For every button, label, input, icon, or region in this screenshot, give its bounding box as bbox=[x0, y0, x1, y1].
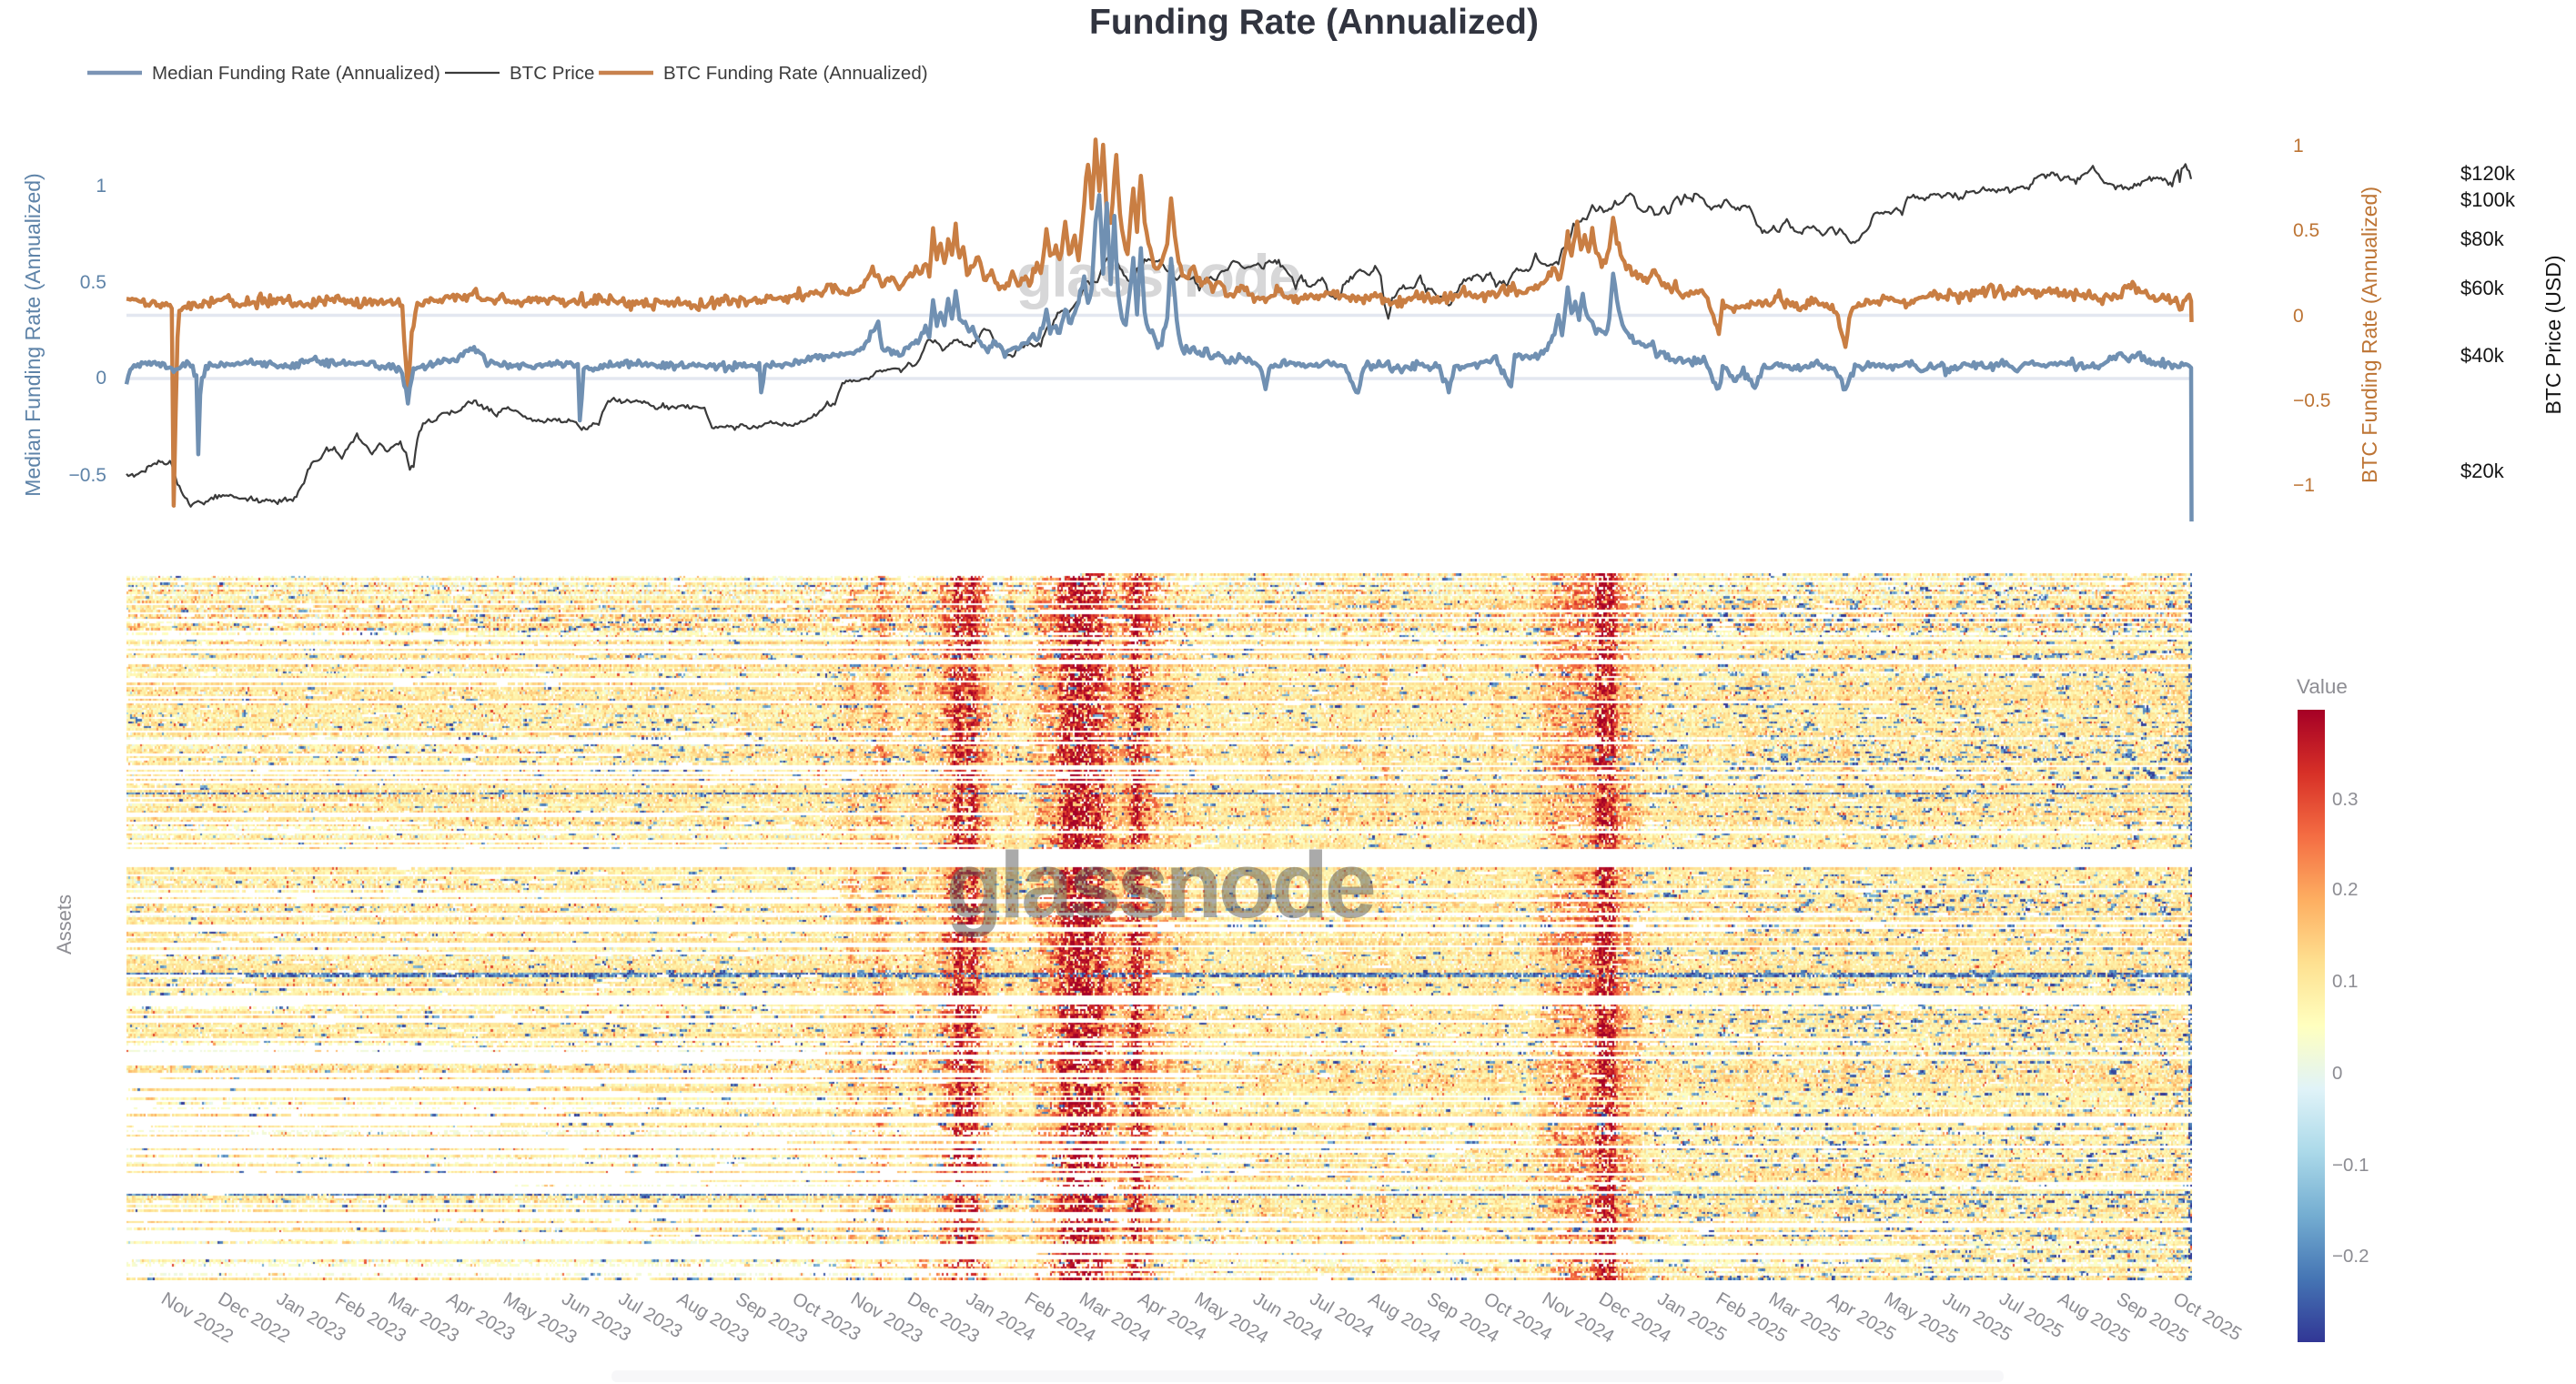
svg-text:$80k: $80k bbox=[2460, 227, 2505, 250]
svg-text:$120k: $120k bbox=[2460, 162, 2516, 185]
svg-text:$60k: $60k bbox=[2460, 277, 2505, 299]
svg-text:0.5: 0.5 bbox=[2293, 220, 2319, 241]
svg-text:1: 1 bbox=[96, 176, 106, 197]
svg-text:BTC Funding Rate (Annualized): BTC Funding Rate (Annualized) bbox=[2358, 187, 2381, 483]
svg-text:$40k: $40k bbox=[2460, 344, 2505, 367]
svg-text:−1: −1 bbox=[2293, 475, 2315, 496]
svg-text:BTC Price (USD): BTC Price (USD) bbox=[2541, 255, 2565, 414]
svg-text:1: 1 bbox=[2293, 136, 2304, 157]
svg-text:Assets: Assets bbox=[53, 894, 76, 955]
svg-text:0.2: 0.2 bbox=[2332, 879, 2359, 900]
svg-text:Value: Value bbox=[2297, 675, 2348, 698]
svg-text:Funding Rate (Annualized): Funding Rate (Annualized) bbox=[1089, 3, 1539, 42]
svg-text:0.1: 0.1 bbox=[2332, 971, 2359, 992]
svg-text:$20k: $20k bbox=[2460, 460, 2505, 482]
svg-text:0: 0 bbox=[96, 368, 106, 389]
svg-text:−0.1: −0.1 bbox=[2332, 1155, 2369, 1176]
svg-text:0.5: 0.5 bbox=[80, 272, 106, 293]
svg-text:BTC Funding Rate (Annualized): BTC Funding Rate (Annualized) bbox=[663, 63, 928, 84]
svg-text:$100k: $100k bbox=[2460, 188, 2516, 211]
svg-text:Median Funding Rate (Annualize: Median Funding Rate (Annualized) bbox=[21, 173, 45, 496]
svg-text:−0.2: −0.2 bbox=[2332, 1246, 2369, 1267]
svg-text:0.3: 0.3 bbox=[2332, 789, 2359, 810]
svg-text:0: 0 bbox=[2332, 1063, 2342, 1084]
svg-text:BTC Price: BTC Price bbox=[510, 63, 594, 84]
svg-text:−0.5: −0.5 bbox=[69, 465, 106, 486]
svg-text:−0.5: −0.5 bbox=[2293, 390, 2330, 411]
svg-text:Median Funding Rate (Annualize: Median Funding Rate (Annualized) bbox=[152, 63, 440, 84]
svg-text:0: 0 bbox=[2293, 306, 2304, 327]
